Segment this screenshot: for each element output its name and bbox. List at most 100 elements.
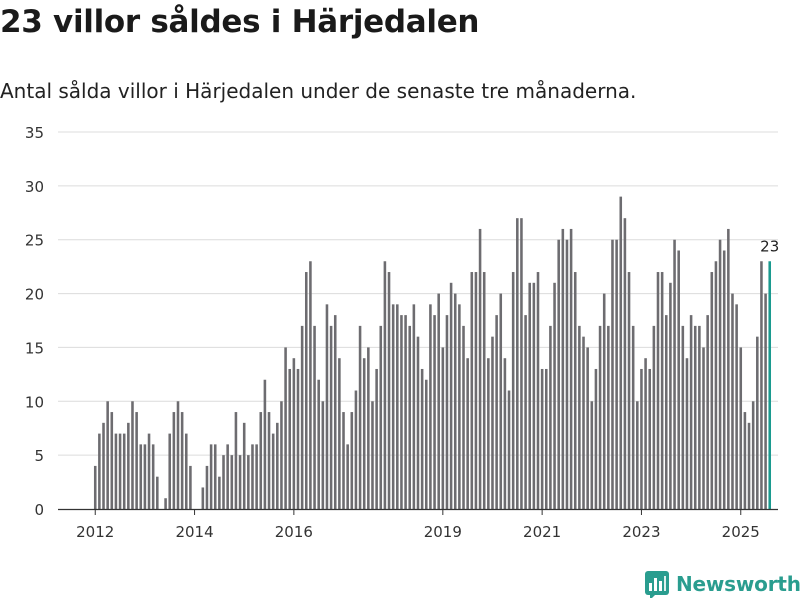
bar: [582, 336, 585, 509]
bar: [449, 282, 453, 509]
bar: [627, 272, 631, 509]
bar: [681, 325, 685, 509]
chart-title: 23 villor såldes i Härjedalen: [0, 4, 480, 40]
bar: [222, 455, 225, 509]
bar: [350, 412, 354, 509]
bar: [669, 282, 672, 509]
bar: [247, 455, 250, 509]
last-value-label: 23: [760, 237, 779, 255]
bar: [114, 433, 118, 509]
highlighted-bar: [768, 261, 772, 509]
bar: [499, 293, 503, 509]
bar: [598, 325, 602, 509]
bar: [739, 347, 743, 509]
bar: [731, 293, 734, 509]
bar: [284, 347, 287, 509]
bar: [520, 218, 523, 509]
bar: [267, 412, 271, 509]
bar: [747, 422, 751, 509]
bar: [164, 498, 167, 509]
bar: [706, 315, 709, 509]
bar: [437, 293, 440, 509]
bar: [412, 304, 416, 509]
bar: [329, 325, 333, 509]
bar: [553, 282, 556, 509]
y-tick-label: 10: [25, 393, 44, 411]
bar: [631, 325, 635, 509]
bar: [702, 347, 705, 509]
bar: [764, 293, 767, 509]
bar: [362, 358, 366, 509]
y-tick-label: 35: [25, 124, 44, 142]
bar: [735, 304, 738, 509]
bar: [218, 476, 221, 509]
x-tick-label: 2023: [622, 523, 660, 541]
bar: [139, 444, 143, 509]
bar: [420, 368, 424, 509]
bar: [664, 315, 668, 509]
bar: [623, 218, 627, 509]
bar: [714, 261, 718, 509]
y-tick-label: 25: [25, 232, 44, 250]
bar: [172, 412, 176, 509]
bar: [640, 368, 643, 509]
bar: [317, 379, 320, 509]
bar: [487, 358, 490, 509]
bar: [462, 325, 465, 509]
bar: [280, 401, 283, 509]
bar: [276, 422, 279, 509]
bar: [354, 390, 358, 509]
bar: [660, 272, 664, 509]
x-tick-label: 2019: [424, 523, 462, 541]
bar: [549, 325, 552, 509]
bar: [586, 347, 589, 509]
x-tick-label: 2012: [76, 523, 114, 541]
bar: [524, 315, 527, 509]
bar: [325, 304, 329, 509]
bar: [143, 444, 147, 509]
bar: [615, 239, 618, 509]
bar: [482, 272, 486, 509]
bar: [693, 325, 697, 509]
bar: [375, 368, 378, 509]
bar: [321, 401, 325, 509]
bar: [429, 304, 432, 509]
bar: [557, 239, 560, 509]
bar: [607, 325, 610, 509]
bar: [673, 239, 676, 509]
bar: [602, 293, 606, 509]
bar: [453, 293, 457, 509]
bar: [652, 325, 656, 509]
bar: [292, 358, 296, 509]
bar: [387, 272, 391, 509]
newsworthy-wordmark: Newsworthy: [676, 572, 800, 596]
bar: [131, 401, 134, 509]
bar: [383, 261, 387, 509]
bar: [122, 433, 126, 509]
bar: [458, 304, 461, 509]
bar: [710, 272, 714, 509]
bar: [400, 315, 403, 509]
bar: [391, 304, 395, 509]
bar: [168, 433, 172, 509]
bar: [685, 358, 689, 509]
bar: [594, 368, 598, 509]
bar: [474, 272, 478, 509]
bar: [135, 412, 138, 509]
bar: [242, 422, 246, 509]
x-tick-label: 2014: [175, 523, 213, 541]
bar: [156, 476, 159, 509]
bar: [644, 358, 647, 509]
bar: [544, 368, 548, 509]
bar: [698, 325, 701, 509]
bar: [255, 444, 258, 509]
x-tick-label: 2016: [275, 523, 313, 541]
bar: [743, 412, 747, 509]
bar: [296, 368, 300, 509]
bar: [102, 422, 105, 509]
bar: [342, 412, 345, 509]
bar: [346, 444, 349, 509]
bar: [532, 282, 536, 509]
bar: [300, 325, 304, 509]
bar: [333, 315, 337, 509]
